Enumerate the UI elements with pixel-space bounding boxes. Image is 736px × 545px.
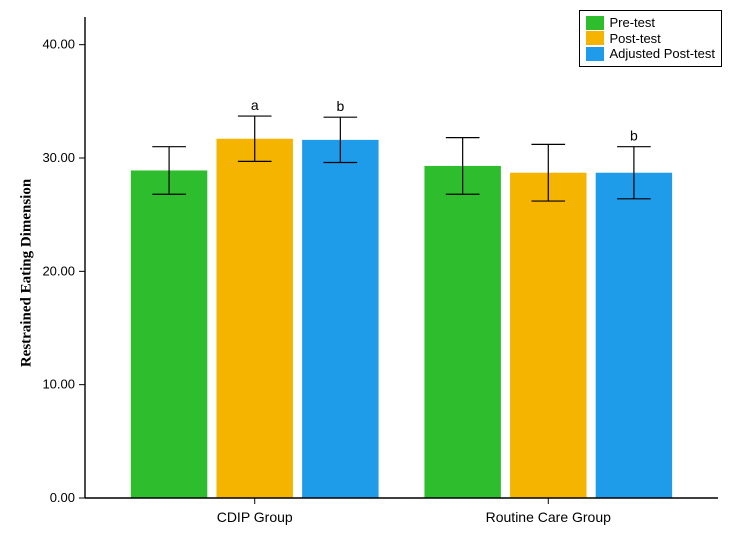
legend: Pre-testPost-testAdjusted Post-test (579, 10, 723, 67)
bar (216, 139, 292, 498)
bar-annotation: b (336, 98, 344, 114)
legend-label: Pre-test (610, 15, 656, 31)
legend-swatch (586, 47, 604, 61)
bar-annotation: a (251, 97, 259, 113)
bar (596, 173, 672, 498)
legend-label: Post-test (610, 31, 661, 47)
bar (131, 170, 207, 498)
bar-chart: 0.00 10.00 20.00 30.00 40.00 a b CDIP Group b Rou… (0, 0, 736, 545)
legend-swatch (586, 31, 604, 45)
legend-item: Pre-test (586, 15, 716, 31)
svg-text:20.00: 20.00 (42, 263, 75, 278)
bar-annotation: b (630, 128, 638, 144)
x-axis-group-label: Routine Care Group (486, 509, 612, 525)
legend-swatch (586, 16, 604, 30)
bar (510, 173, 586, 498)
svg-text:0.00: 0.00 (50, 490, 75, 505)
chart-container: Restrained Eating Dimension 0.00 10.00 20.… (0, 0, 736, 545)
svg-text:10.00: 10.00 (42, 377, 75, 392)
svg-text:30.00: 30.00 (42, 150, 75, 165)
y-axis-label: Restrained Eating Dimension (18, 178, 35, 366)
bar (302, 140, 378, 498)
legend-label: Adjusted Post-test (610, 46, 716, 62)
legend-item: Post-test (586, 31, 716, 47)
x-axis-group-label: CDIP Group (217, 509, 293, 525)
svg-text:40.00: 40.00 (42, 37, 75, 52)
legend-item: Adjusted Post-test (586, 46, 716, 62)
bar (424, 166, 500, 498)
